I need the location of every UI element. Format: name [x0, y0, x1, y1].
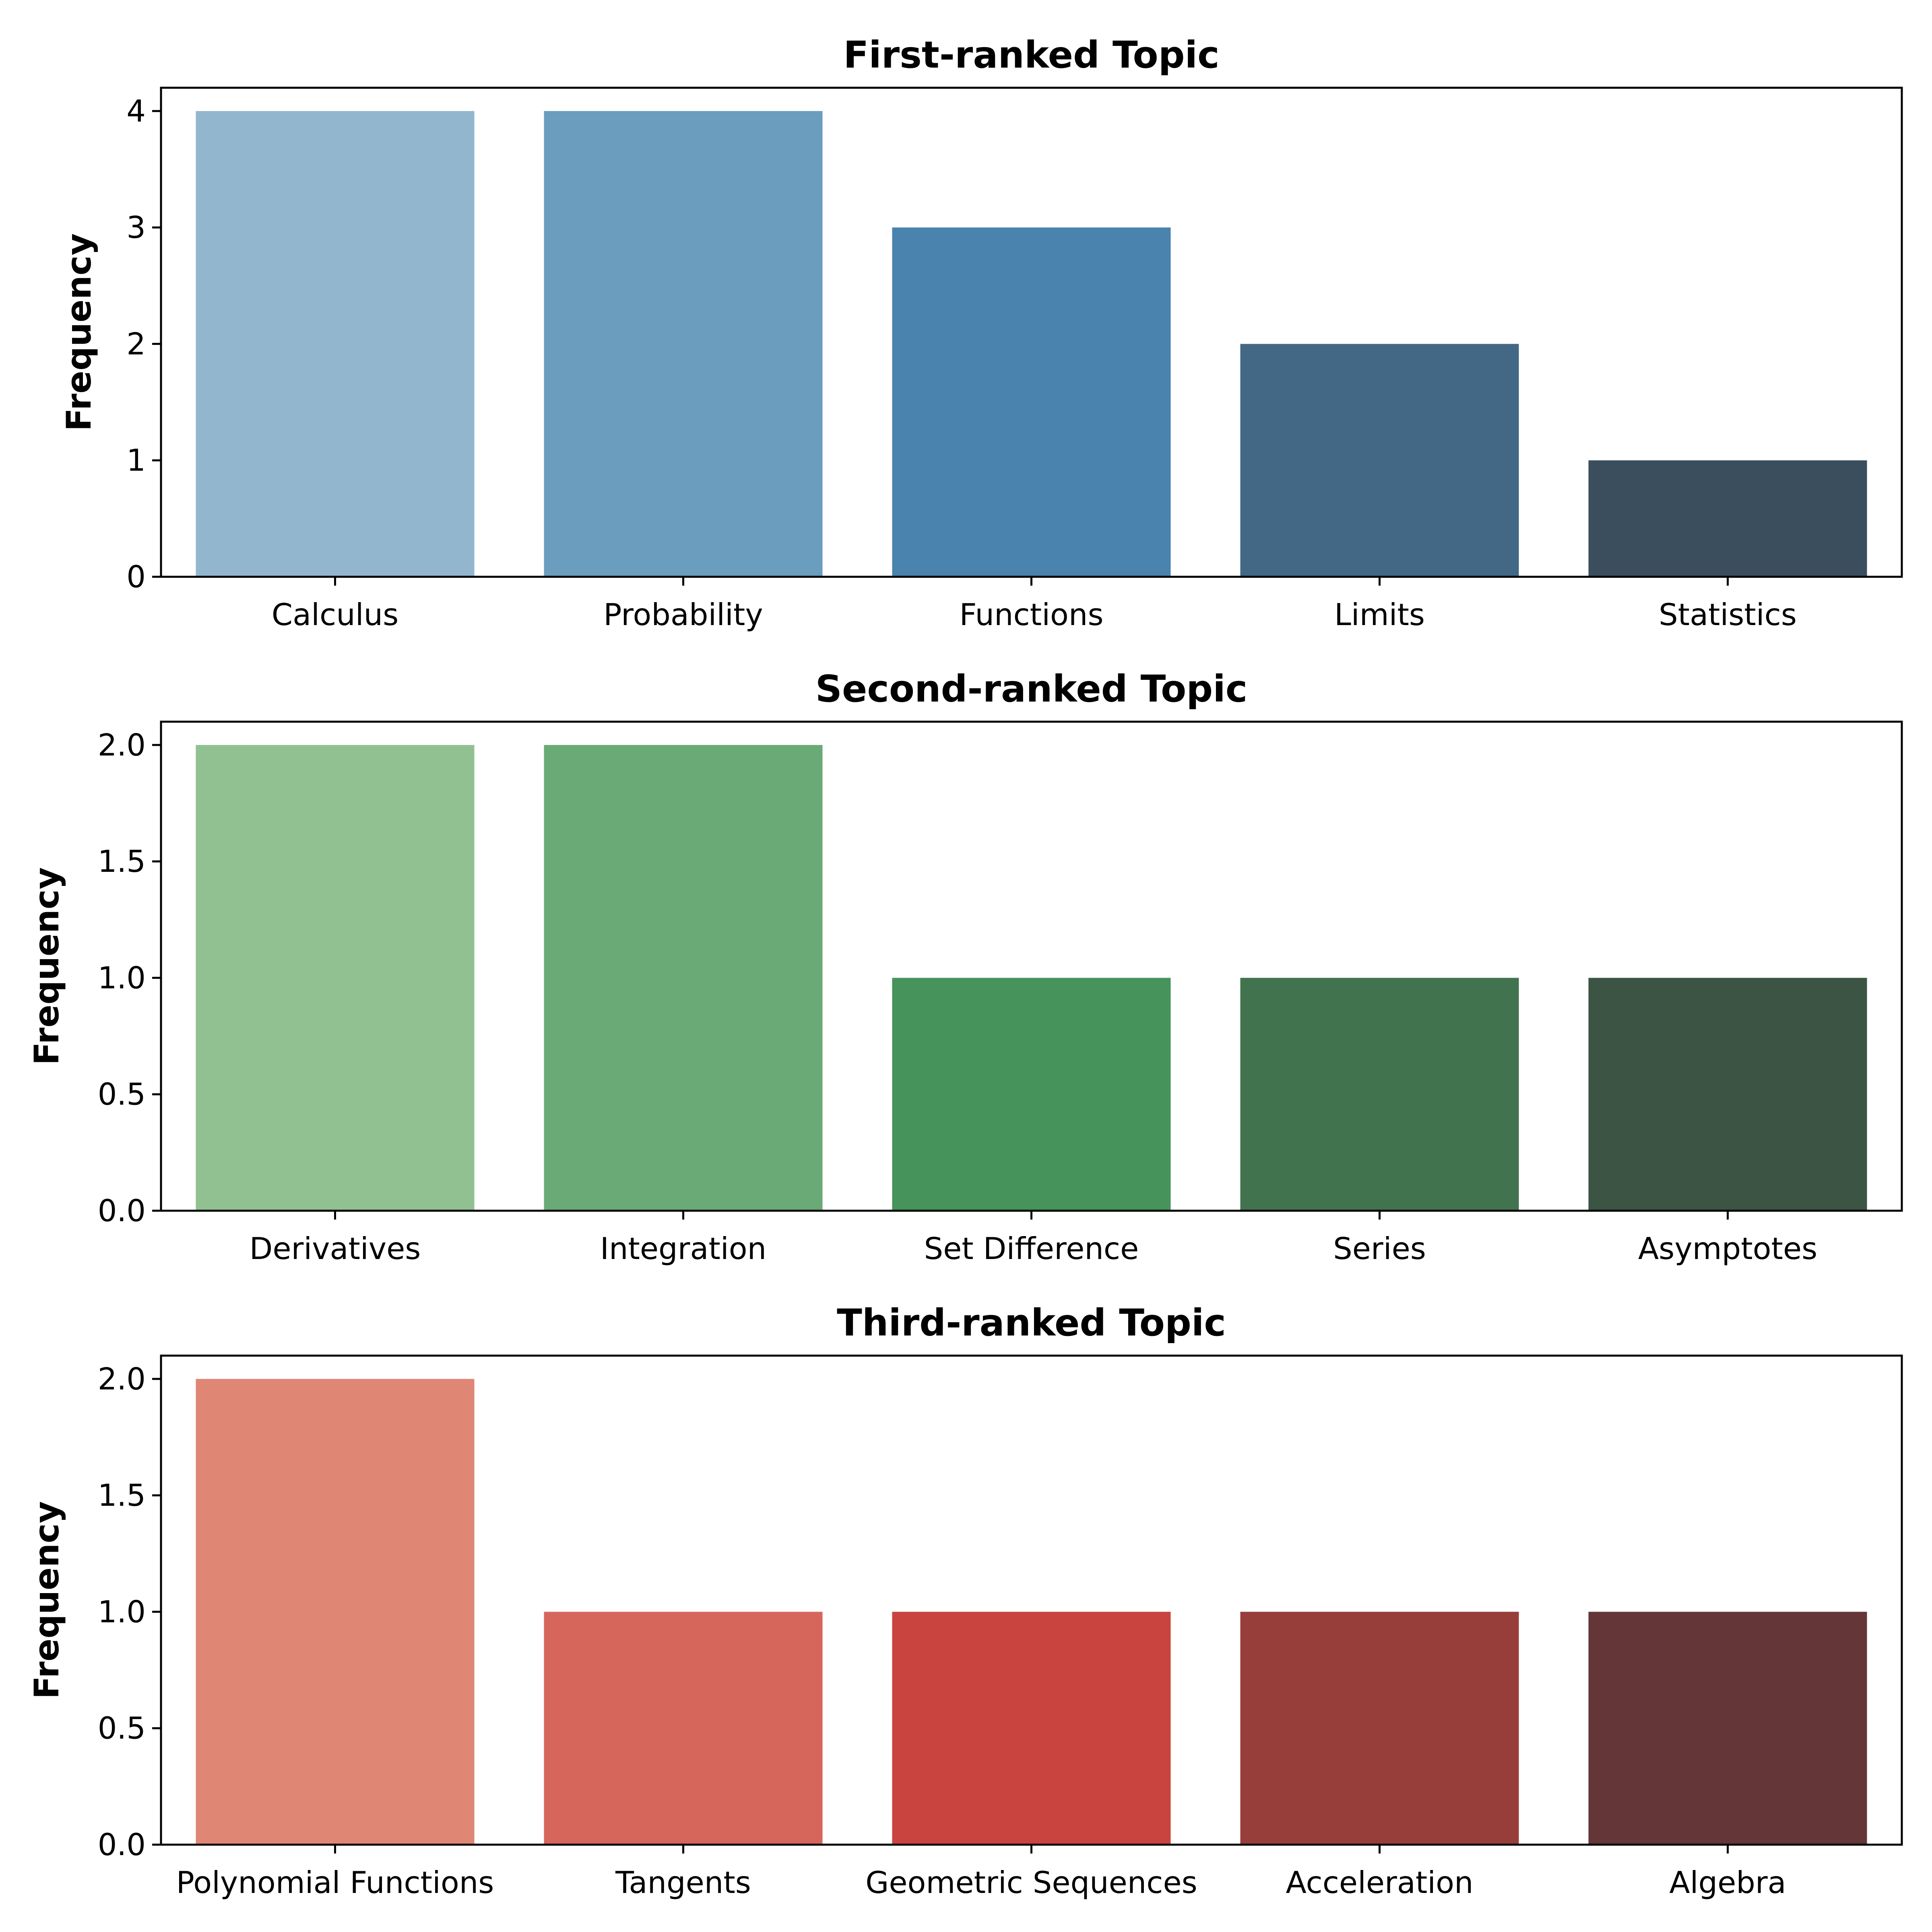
chart-1: 0 1 2 3 4 Calculus Probability Functions Limits S… [59, 33, 1903, 632]
y-tick-label: 2.0 [98, 727, 146, 763]
chart-3: 0.0 0.5 1.0 1.5 2.0 Polynomial Functions Tange… [27, 1301, 1903, 1900]
x-tick-label: Polynomial Functions [176, 1865, 494, 1900]
bar-geometric-sequences [892, 1612, 1171, 1845]
y-tick-label: 0.0 [98, 1827, 146, 1862]
bar-series [1240, 978, 1519, 1211]
y-tick-label: 1.5 [98, 844, 146, 879]
y-tick-label: 1.0 [98, 960, 146, 995]
bar-functions [892, 227, 1171, 577]
bar-statistics [1588, 460, 1867, 577]
y-tick-label: 1 [126, 443, 146, 478]
y-tick-label: 0.0 [98, 1193, 146, 1228]
y-tick-label: 2.0 [98, 1361, 146, 1397]
chart-2: 0.0 0.5 1.0 1.5 2.0 Derivatives Integration Set… [27, 667, 1903, 1266]
x-tick-label: Tangents [615, 1865, 751, 1900]
chart-title: Second-ranked Topic [815, 667, 1248, 710]
bar-calculus [196, 111, 475, 577]
x-tick-label: Acceleration [1286, 1865, 1473, 1900]
y-tick-label: 0.5 [98, 1077, 146, 1112]
x-tick-label: Geometric Sequences [865, 1865, 1197, 1900]
y-tick-label: 1.5 [98, 1478, 146, 1513]
y-axis-label: Frequency [27, 867, 66, 1065]
chart-title: Third-ranked Topic [837, 1301, 1226, 1344]
x-tick-label: Functions [959, 597, 1103, 632]
y-axis-label: Frequency [27, 1501, 66, 1699]
x-tick-label: Probability [603, 597, 763, 632]
bar-polynomial-functions [196, 1379, 475, 1845]
y-tick-label: 2 [126, 326, 146, 361]
bar-derivatives [196, 745, 475, 1211]
bar-probability [544, 111, 823, 577]
x-tick-label: Limits [1334, 597, 1425, 632]
y-tick-label: 4 [126, 93, 146, 129]
bar-tangents [544, 1612, 823, 1845]
x-tick-label: Derivatives [250, 1231, 421, 1266]
bar-asymptotes [1588, 978, 1867, 1211]
x-tick-label: Asymptotes [1638, 1231, 1817, 1266]
bar-algebra [1588, 1612, 1867, 1845]
x-tick-label: Calculus [272, 597, 398, 632]
y-tick-label: 0.5 [98, 1711, 146, 1746]
x-tick-label: Statistics [1659, 597, 1797, 632]
y-tick-label: 3 [126, 210, 146, 245]
bar-integration [544, 745, 823, 1211]
bar-limits [1240, 344, 1519, 577]
chart-title: First-ranked Topic [843, 33, 1219, 76]
x-tick-label: Series [1333, 1231, 1426, 1266]
x-tick-label: Algebra [1669, 1865, 1786, 1900]
y-tick-label: 1.0 [98, 1594, 146, 1629]
y-axis-label: Frequency [59, 233, 99, 431]
y-tick-label: 0 [126, 559, 146, 594]
x-tick-label: Integration [600, 1231, 766, 1266]
x-tick-label: Set Difference [924, 1231, 1139, 1266]
bar-acceleration [1240, 1612, 1519, 1845]
bar-set-difference [892, 978, 1171, 1211]
